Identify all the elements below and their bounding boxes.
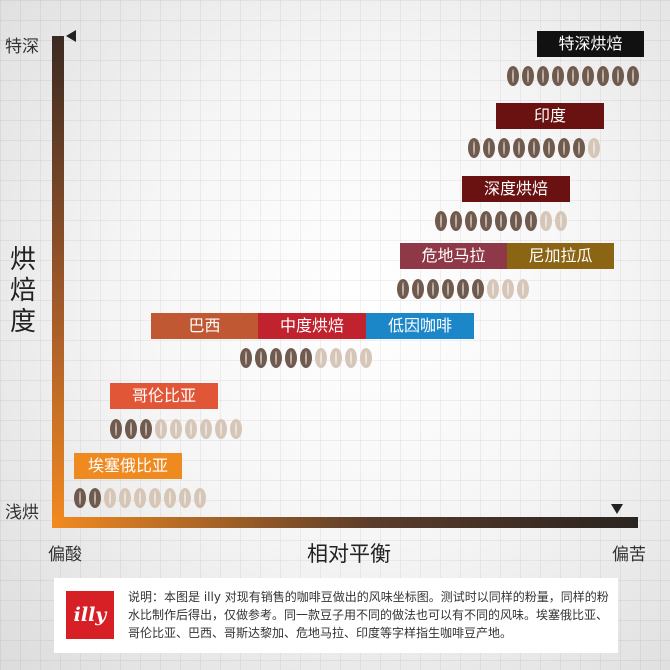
tag-nicaragua: 尼加拉瓜 bbox=[507, 243, 614, 269]
x-axis-right-label: 偏苦 bbox=[612, 545, 646, 565]
coffee-bean-icon bbox=[480, 211, 492, 231]
coffee-bean-icon bbox=[427, 279, 439, 299]
coffee-bean-icon bbox=[200, 419, 212, 439]
coffee-bean-icon bbox=[215, 419, 227, 439]
coffee-bean-icon bbox=[330, 348, 342, 368]
tag-extra-dark-roast: 特深烘焙 bbox=[537, 31, 644, 57]
coffee-bean-icon bbox=[627, 66, 639, 86]
coffee-bean-icon bbox=[104, 488, 116, 508]
coffee-bean-icon bbox=[612, 66, 624, 86]
coffee-bean-icon bbox=[597, 66, 609, 86]
coffee-bean-icon bbox=[522, 66, 534, 86]
coffee-bean-icon bbox=[89, 488, 101, 508]
coffee-bean-icon bbox=[125, 419, 137, 439]
coffee-bean-icon bbox=[134, 488, 146, 508]
coffee-bean-icon bbox=[170, 419, 182, 439]
coffee-bean-icon bbox=[552, 66, 564, 86]
coffee-bean-icon bbox=[483, 138, 495, 158]
balance-axis bbox=[52, 517, 638, 528]
coffee-bean-icon bbox=[194, 488, 206, 508]
coffee-bean-icon bbox=[179, 488, 191, 508]
info-note: 说明：本图是 illy 对现有销售的咖啡豆做出的风味坐标图。测试时以同样的粉量，… bbox=[128, 590, 609, 640]
coffee-bean-icon bbox=[555, 211, 567, 231]
y-axis-title-char: 度 bbox=[10, 307, 37, 337]
coffee-bean-icon bbox=[537, 66, 549, 86]
coffee-bean-icon bbox=[155, 419, 167, 439]
tag-decaf: 低因咖啡 bbox=[366, 313, 474, 339]
tag-colombia: 哥伦比亚 bbox=[110, 383, 218, 409]
coffee-bean-icon bbox=[513, 138, 525, 158]
coffee-bean-icon bbox=[567, 66, 579, 86]
coffee-bean-icon bbox=[442, 279, 454, 299]
coffee-bean-icon bbox=[495, 211, 507, 231]
y-axis-bottom-label: 浅烘 bbox=[5, 503, 39, 523]
coffee-bean-icon bbox=[517, 279, 529, 299]
coffee-bean-icon bbox=[300, 348, 312, 368]
coffee-bean-icon bbox=[543, 138, 555, 158]
roast-axis bbox=[52, 36, 64, 528]
tag-guatemala: 危地马拉 bbox=[400, 243, 507, 269]
coffee-bean-icon bbox=[507, 66, 519, 86]
coffee-bean-icon bbox=[345, 348, 357, 368]
y-axis-top-label: 特深 bbox=[5, 37, 39, 57]
coffee-bean-icon bbox=[397, 279, 409, 299]
coffee-bean-icon bbox=[119, 488, 131, 508]
coffee-bean-icon bbox=[140, 419, 152, 439]
x-axis-left-label: 偏酸 bbox=[48, 545, 82, 565]
coffee-bean-icon bbox=[164, 488, 176, 508]
coffee-bean-icon bbox=[110, 419, 122, 439]
coffee-bean-icon bbox=[510, 211, 522, 231]
x-axis-title: 相对平衡 bbox=[307, 542, 391, 566]
y-axis-title: 烘 焙 度 bbox=[10, 245, 42, 338]
coffee-bean-icon bbox=[468, 138, 480, 158]
coffee-bean-icon bbox=[285, 348, 297, 368]
coffee-bean-icon bbox=[528, 138, 540, 158]
coffee-bean-icon bbox=[74, 488, 86, 508]
coffee-bean-icon bbox=[525, 211, 537, 231]
coffee-bean-icon bbox=[255, 348, 267, 368]
coffee-bean-icon bbox=[487, 279, 499, 299]
info-box: illy 说明：本图是 illy 对现有销售的咖啡豆做出的风味坐标图。测试时以同… bbox=[54, 578, 618, 653]
tag-ethiopia: 埃塞俄比亚 bbox=[74, 453, 182, 479]
arrow-down-icon bbox=[611, 504, 623, 514]
coffee-bean-icon bbox=[457, 279, 469, 299]
illy-logo: illy bbox=[66, 591, 114, 639]
coffee-bean-icon bbox=[230, 419, 242, 439]
tag-dark-roast: 深度烘焙 bbox=[462, 176, 570, 202]
y-axis-title-char: 烘 bbox=[10, 245, 37, 275]
coffee-bean-icon bbox=[240, 348, 252, 368]
coffee-bean-icon bbox=[185, 419, 197, 439]
y-axis-title-char: 焙 bbox=[10, 276, 37, 306]
coffee-bean-icon bbox=[450, 211, 462, 231]
coffee-bean-icon bbox=[540, 211, 552, 231]
coffee-bean-icon bbox=[315, 348, 327, 368]
coffee-bean-icon bbox=[435, 211, 447, 231]
coffee-bean-icon bbox=[360, 348, 372, 368]
coffee-bean-icon bbox=[270, 348, 282, 368]
tag-medium-roast: 中度烘焙 bbox=[258, 313, 366, 339]
coffee-bean-icon bbox=[502, 279, 514, 299]
coffee-bean-icon bbox=[498, 138, 510, 158]
coffee-bean-icon bbox=[465, 211, 477, 231]
coffee-bean-icon bbox=[149, 488, 161, 508]
coffee-bean-icon bbox=[582, 66, 594, 86]
coffee-bean-icon bbox=[558, 138, 570, 158]
coffee-bean-icon bbox=[412, 279, 424, 299]
tag-india: 印度 bbox=[496, 103, 604, 129]
coffee-bean-icon bbox=[588, 138, 600, 158]
arrow-left-icon bbox=[66, 30, 76, 42]
coffee-bean-icon bbox=[573, 138, 585, 158]
tag-brazil: 巴西 bbox=[151, 313, 258, 339]
coffee-bean-icon bbox=[472, 279, 484, 299]
